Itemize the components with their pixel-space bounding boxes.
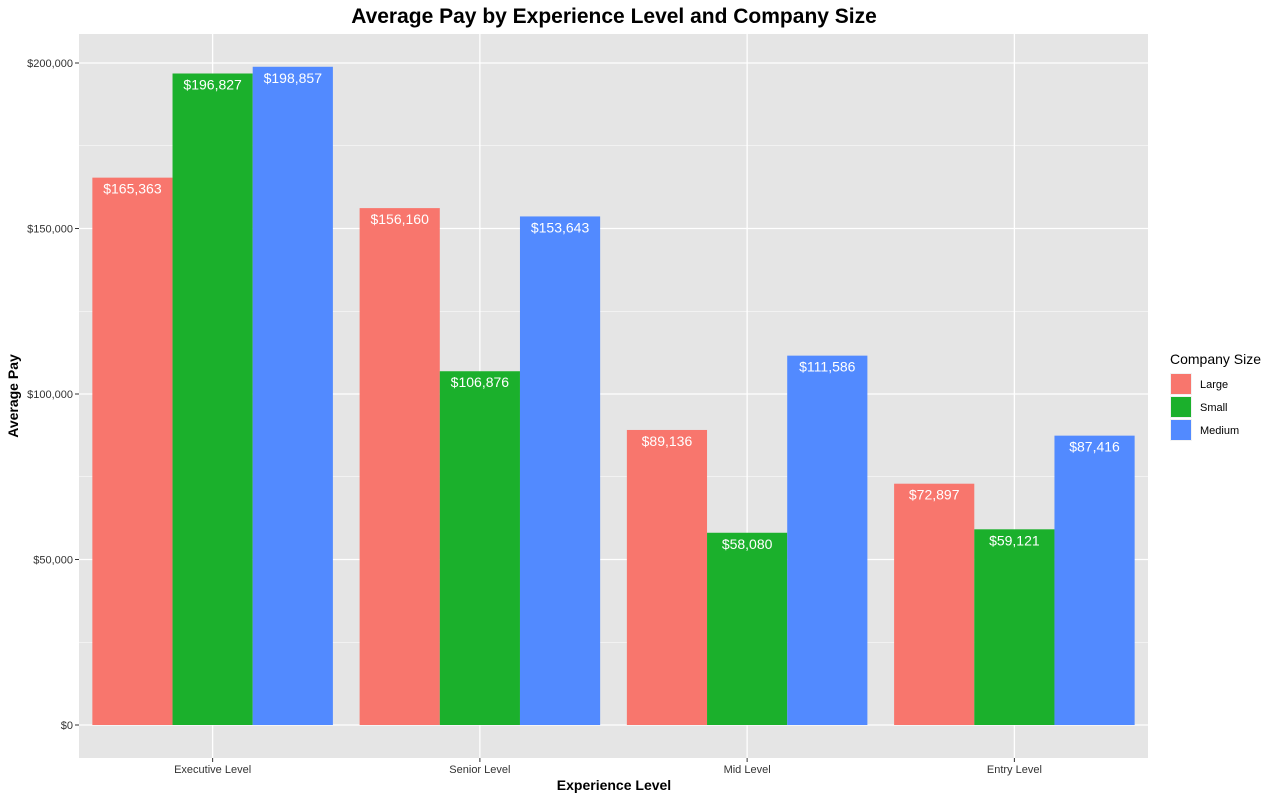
bar-medium-executive-level (252, 66, 333, 726)
data-label: $165,363 (103, 181, 162, 197)
data-label: $58,080 (722, 536, 773, 552)
y-tick-label: $0 (61, 720, 73, 732)
x-tick-label: Senior Level (449, 764, 510, 776)
x-tick-label: Executive Level (174, 764, 251, 776)
data-label: $198,857 (264, 70, 323, 86)
y-axis: $0 $50,000 $100,000 $150,000 $200,000 (27, 58, 79, 732)
data-label: $156,160 (370, 211, 429, 227)
bar-small-mid-level (707, 532, 788, 725)
bar-large-executive-level (92, 177, 173, 726)
chart-title: Average Pay by Experience Level and Comp… (351, 5, 877, 28)
bar-large-mid-level (626, 429, 708, 725)
legend-swatch-medium (1171, 420, 1191, 440)
data-label: $106,876 (451, 374, 510, 390)
bar-small-entry-level (974, 529, 1055, 725)
y-axis-title: Average Pay (5, 354, 21, 438)
legend-label-medium: Medium (1200, 425, 1239, 437)
data-label: $111,586 (799, 359, 856, 375)
bar-large-senior-level (359, 208, 440, 725)
bars (92, 66, 1135, 726)
y-tick-label: $200,000 (27, 58, 73, 70)
y-tick-label: $100,000 (27, 389, 73, 401)
bar-medium-senior-level (519, 216, 601, 726)
legend-label-small: Small (1200, 402, 1228, 414)
bar-medium-entry-level (1054, 435, 1135, 725)
legend-swatch-large (1171, 374, 1191, 394)
x-axis: Executive Level Senior Level Mid Level Entr… (174, 758, 1042, 776)
legend: Company Size Large Small Medium (1170, 351, 1261, 441)
bar-labels: $165,363 $196,827 $198,857 $156,160 $106,876… (103, 70, 1120, 552)
bar-small-senior-level (439, 371, 520, 725)
y-tick-label: $150,000 (27, 224, 73, 236)
data-label: $87,416 (1069, 439, 1120, 455)
legend-swatch-small (1171, 397, 1191, 417)
x-axis-title: Experience Level (557, 777, 671, 793)
data-label: $72,897 (909, 487, 960, 503)
data-label: $196,827 (183, 77, 242, 93)
data-label: $89,136 (642, 433, 693, 449)
data-label: $59,121 (989, 532, 1040, 548)
bar-large-entry-level (894, 483, 975, 725)
x-tick-label: Entry Level (987, 764, 1042, 776)
bar-medium-mid-level (787, 355, 868, 725)
bar-small-executive-level (172, 73, 253, 726)
x-tick-label: Mid Level (724, 764, 771, 776)
y-tick-label: $50,000 (33, 555, 73, 567)
legend-label-large: Large (1200, 379, 1228, 391)
legend-title: Company Size (1170, 351, 1261, 367)
data-label: $153,643 (531, 219, 590, 235)
